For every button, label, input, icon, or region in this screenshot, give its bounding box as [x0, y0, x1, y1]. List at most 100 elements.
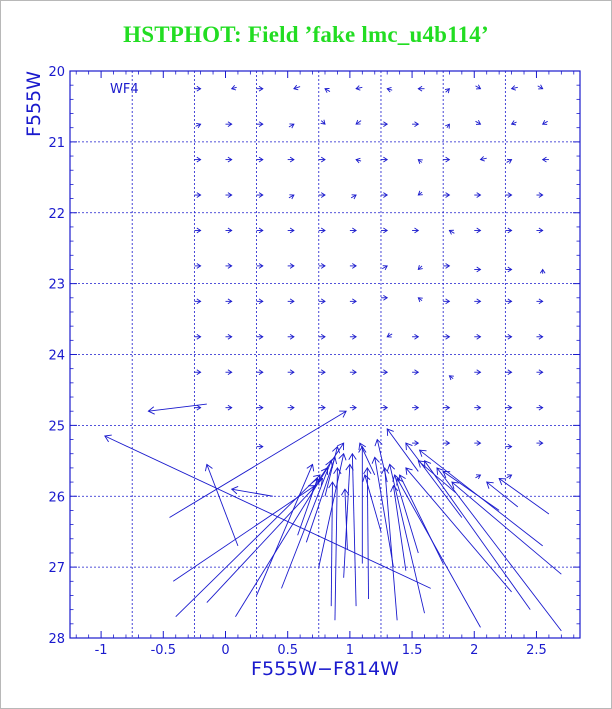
small-vector: [256, 443, 264, 450]
vector-shaft: [480, 157, 487, 161]
x-tick-label: 0: [221, 643, 229, 658]
vector-head: [414, 121, 420, 127]
vector-shaft: [355, 86, 363, 90]
small-vector: [381, 265, 388, 271]
long-vector: [206, 477, 324, 603]
small-vector: [355, 157, 362, 164]
vector-head: [332, 445, 341, 454]
vector-head: [476, 298, 482, 305]
vector-head: [383, 192, 389, 198]
y-tick-label: 26: [48, 490, 65, 505]
small-vector: [380, 369, 389, 376]
small-vector: [417, 190, 423, 196]
small-vector: [256, 156, 264, 163]
vector-head: [507, 404, 513, 411]
vector-head: [227, 156, 233, 163]
vector-head: [258, 156, 264, 163]
vector-head: [476, 227, 482, 234]
small-vector: [194, 156, 202, 163]
vector-head: [414, 440, 420, 446]
long-vector: [396, 477, 481, 628]
small-vector: [318, 298, 326, 305]
small-vector: [445, 123, 450, 129]
small-vector: [475, 474, 482, 480]
vector-head: [352, 369, 357, 376]
small-vector: [256, 369, 264, 376]
long-vector: [343, 463, 354, 578]
small-vector: [505, 333, 513, 340]
x-tick-label: 2.5: [526, 643, 547, 658]
vector-head: [442, 470, 451, 479]
grid: [70, 71, 580, 638]
small-vector: [349, 404, 357, 411]
vector-shaft: [374, 457, 394, 568]
y-axis-label: F555W: [23, 71, 45, 137]
vector-head: [230, 85, 237, 91]
long-vector: [386, 463, 425, 614]
small-vector: [506, 158, 513, 164]
vector-head: [258, 263, 264, 269]
small-vector: [443, 156, 451, 163]
long-vector: [348, 452, 357, 607]
small-vector: [225, 333, 233, 340]
vector-head: [227, 227, 233, 234]
vector-head: [147, 406, 155, 415]
vector-head: [448, 375, 454, 381]
vector-head: [337, 442, 345, 451]
small-vector: [194, 192, 202, 198]
small-vector: [288, 123, 295, 129]
small-vector: [293, 84, 301, 91]
small-vector: [536, 227, 544, 234]
small-vector: [417, 159, 423, 164]
vector-shaft: [384, 467, 398, 621]
small-vector: [349, 227, 357, 234]
small-vector: [288, 194, 295, 200]
vector-head: [289, 194, 295, 200]
small-vector: [443, 192, 451, 198]
small-vector: [318, 227, 326, 234]
vector-head: [320, 467, 329, 475]
y-tick-label: 20: [48, 65, 65, 80]
vector-head: [418, 449, 427, 457]
long-vector: [363, 467, 372, 600]
vector-shaft: [231, 488, 273, 497]
vector-shaft: [392, 485, 407, 571]
vector-head: [538, 227, 544, 234]
vector-head: [414, 369, 420, 376]
vector-head: [475, 119, 482, 125]
small-vector: [386, 87, 393, 93]
x-tick-label: -0.5: [151, 643, 176, 658]
vector-head: [196, 369, 202, 376]
long-vector: [442, 470, 500, 511]
vector-shaft: [394, 474, 419, 554]
vector-head: [538, 333, 544, 340]
vector-head: [196, 298, 202, 305]
vector-shaft: [305, 457, 336, 543]
long-vector: [297, 477, 320, 536]
vector-head: [476, 369, 482, 376]
small-vector: [505, 227, 513, 234]
vector-shaft: [386, 333, 393, 338]
small-vector: [412, 121, 420, 127]
vector-shaft: [355, 120, 362, 125]
vector-head: [445, 333, 451, 340]
small-vector: [256, 85, 264, 92]
vector-head: [507, 192, 513, 198]
vector-head: [444, 88, 450, 94]
small-vector: [539, 268, 546, 274]
long-vector: [362, 474, 382, 532]
vector-head: [227, 121, 233, 127]
vector-head: [507, 158, 513, 164]
vector-head: [196, 404, 202, 411]
vector-shaft: [334, 467, 338, 621]
vector-head: [320, 263, 326, 269]
small-vector: [417, 85, 425, 92]
small-vector: [443, 404, 451, 411]
vector-head: [320, 404, 326, 411]
small-vector: [505, 404, 513, 411]
vector-head: [196, 85, 202, 92]
vector-head: [289, 123, 295, 129]
vector-head: [355, 85, 361, 91]
small-vector: [256, 192, 264, 198]
vector-head: [338, 452, 347, 461]
